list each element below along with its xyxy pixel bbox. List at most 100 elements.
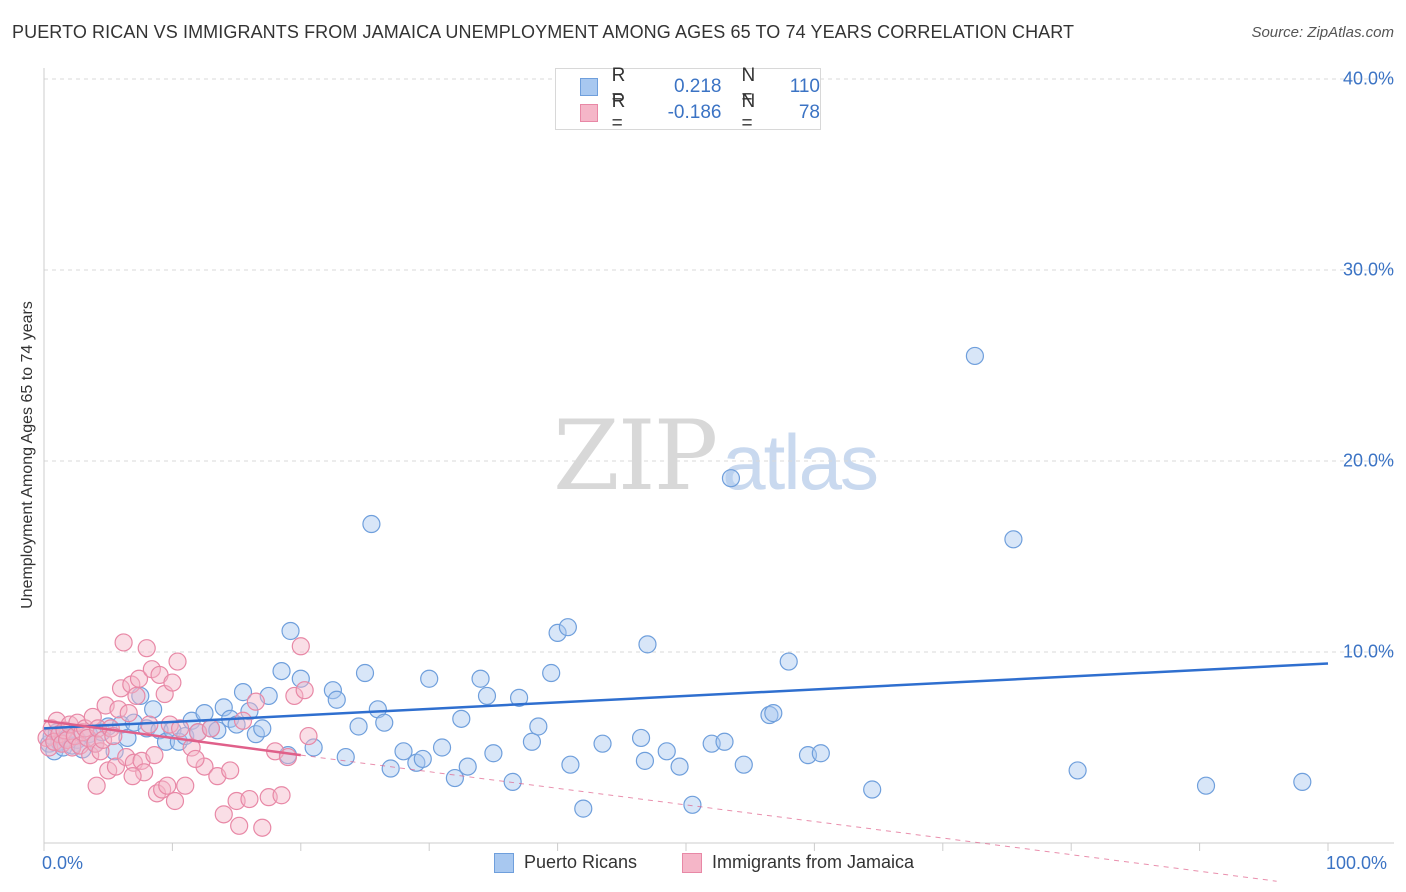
point-jamaica [145, 746, 164, 765]
point-puerto-rican [734, 755, 753, 774]
point-puerto-rican [574, 799, 593, 818]
point-puerto-rican [1196, 776, 1216, 795]
point-puerto-rican [670, 757, 689, 776]
source-label: Source: ZipAtlas.com [1251, 24, 1394, 41]
point-puerto-rican [394, 742, 413, 761]
point-puerto-rican [503, 772, 522, 791]
trendline-jamaica [43, 719, 301, 757]
y-tick-label: 30.0% [1342, 259, 1394, 280]
trendline-puerto-ricans [43, 662, 1329, 730]
legend-swatch-pink [580, 104, 598, 122]
point-puerto-rican [471, 669, 490, 688]
point-puerto-rican [779, 652, 798, 671]
point-puerto-rican [638, 635, 657, 654]
point-jamaica [253, 818, 272, 837]
point-jamaica [109, 700, 128, 719]
point-puerto-rican [764, 704, 783, 723]
y-tick-label: 10.0% [1342, 641, 1394, 662]
r-value: 0.218 [673, 76, 722, 97]
legend-swatch-pink [682, 852, 702, 873]
point-jamaica [201, 719, 221, 738]
point-puerto-rican [458, 757, 477, 776]
point-puerto-rican [721, 469, 741, 488]
point-jamaica [81, 746, 100, 765]
point-jamaica [182, 738, 201, 757]
point-puerto-rican [381, 759, 400, 778]
point-puerto-rican [965, 346, 985, 366]
watermark: ZIPatlas [553, 400, 879, 512]
point-puerto-rican [522, 732, 542, 751]
watermark-atlas: atlas [722, 418, 879, 506]
point-puerto-rican [336, 747, 355, 767]
point-puerto-rican [291, 669, 310, 688]
n-value: 110 [789, 76, 820, 97]
point-jamaica [163, 673, 182, 692]
point-puerto-rican [304, 738, 323, 757]
point-puerto-rican [349, 717, 368, 736]
point-puerto-rican [233, 683, 253, 702]
point-jamaica [278, 747, 298, 767]
point-puerto-rican [105, 742, 124, 761]
watermark-zip: ZIP [553, 400, 718, 512]
point-puerto-rican [593, 734, 612, 753]
x-tick-label-min: 0.0% [42, 853, 84, 873]
chart-title: PUERTO RICAN VS IMMIGRANTS FROM JAMAICA … [12, 22, 1075, 42]
point-puerto-rican [445, 768, 464, 788]
legend-label: Puerto Ricans [524, 852, 638, 872]
point-jamaica [165, 791, 185, 811]
point-puerto-rican [253, 719, 272, 738]
r-label: R = [611, 65, 626, 108]
point-puerto-rican [323, 681, 342, 700]
point-puerto-rican [355, 663, 375, 683]
point-jamaica [158, 776, 177, 795]
point-jamaica [230, 816, 249, 835]
point-jamaica [123, 767, 142, 786]
point-puerto-rican [272, 661, 291, 681]
y-tick-label: 40.0% [1342, 68, 1394, 89]
point-puerto-rican [208, 721, 227, 740]
point-puerto-rican [631, 728, 651, 748]
point-puerto-rican [477, 686, 497, 706]
correlation-legend: R = 0.218 N = 110 R = -0.186 N = 78 [555, 65, 821, 134]
point-jamaica [111, 679, 131, 698]
n-value: 78 [798, 102, 820, 123]
point-puerto-rican [1068, 761, 1087, 780]
point-puerto-rican [452, 709, 471, 728]
legend-item-jamaica[interactable]: Immigrants from Jamaica [682, 852, 914, 873]
point-puerto-rican [529, 717, 548, 736]
point-puerto-rican [558, 618, 577, 637]
point-jamaica [299, 726, 318, 746]
y-tick-label: 20.0% [1342, 450, 1394, 471]
point-puerto-rican [1004, 530, 1023, 549]
point-puerto-rican [214, 698, 233, 717]
point-jamaica [135, 763, 154, 782]
point-puerto-rican [863, 780, 882, 799]
point-puerto-rican [683, 795, 702, 814]
point-puerto-rican [362, 514, 381, 534]
point-puerto-rican [542, 663, 561, 683]
r-value: -0.186 [667, 102, 722, 123]
point-jamaica [295, 681, 314, 700]
point-jamaica [285, 686, 304, 706]
point-puerto-rican [375, 713, 394, 732]
point-jamaica [160, 715, 179, 734]
trendline-jamaica-extrapolated [300, 754, 1277, 882]
legend-item-puerto-ricans[interactable]: Puerto Ricans [494, 852, 637, 873]
x-tick-label-max: 100.0% [1326, 853, 1388, 873]
point-puerto-rican [548, 623, 567, 643]
point-puerto-rican [240, 702, 259, 721]
point-jamaica [119, 704, 138, 723]
point-puerto-rican [811, 744, 830, 763]
point-puerto-rican [484, 744, 503, 763]
point-puerto-rican [144, 700, 163, 719]
point-jamaica [272, 786, 291, 805]
point-puerto-rican [715, 732, 734, 751]
point-puerto-rican [432, 738, 452, 757]
point-jamaica [214, 805, 233, 824]
point-jamaica [221, 761, 240, 780]
legend-swatch-blue [494, 852, 514, 873]
point-jamaica [137, 639, 156, 658]
point-puerto-rican [281, 621, 300, 641]
point-jamaica [171, 719, 190, 738]
